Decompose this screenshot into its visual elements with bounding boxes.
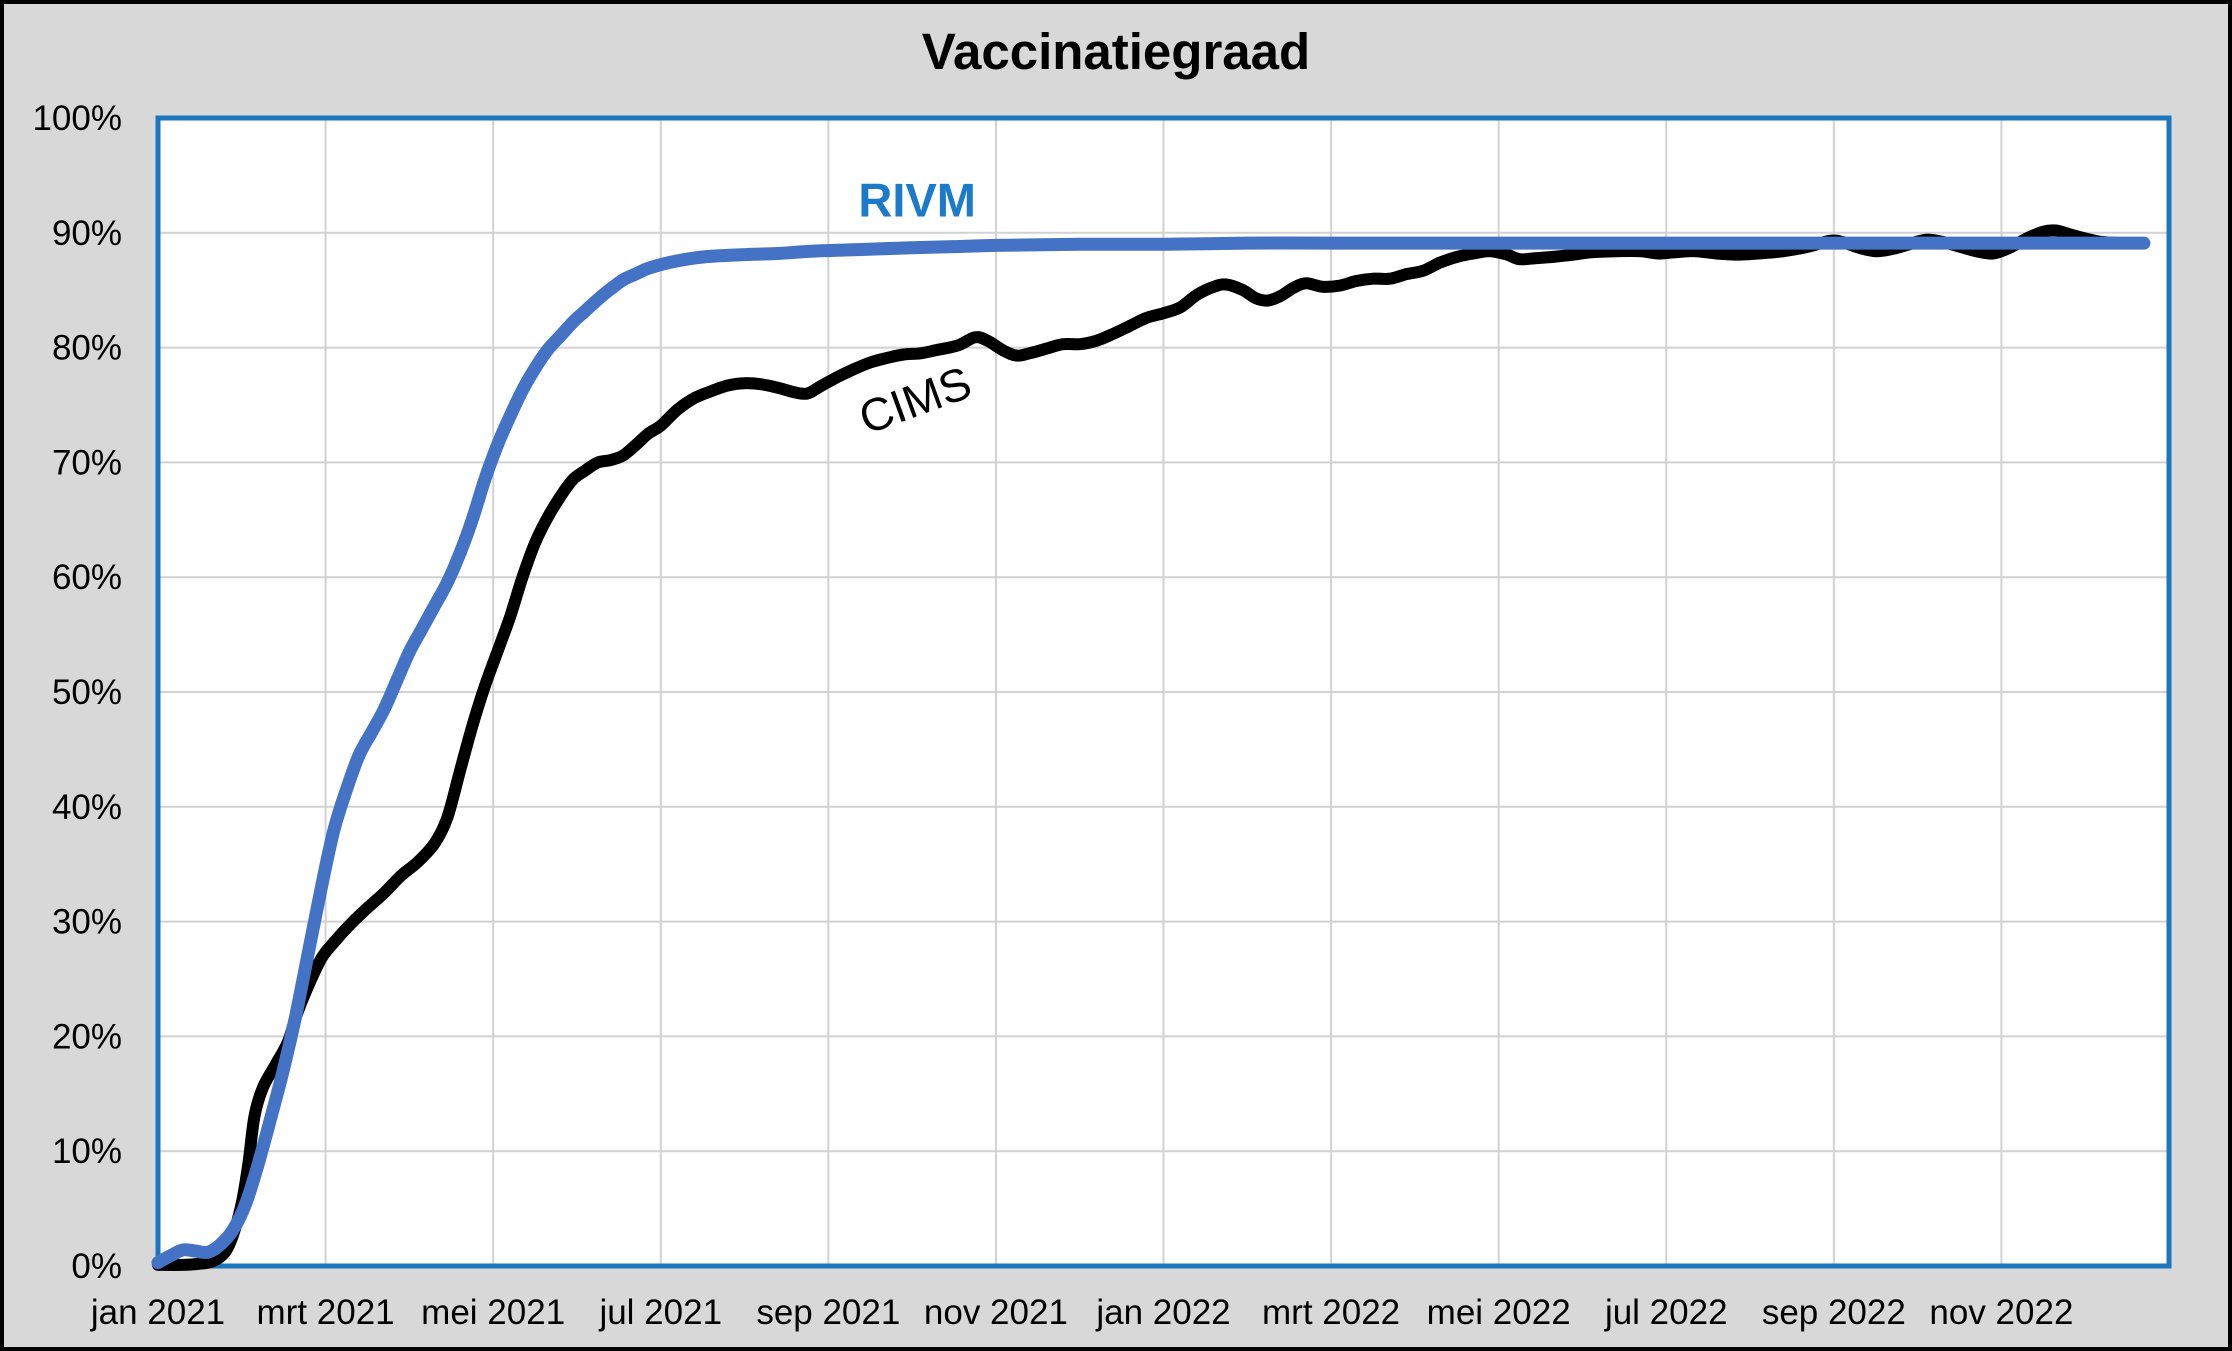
- y-tick-label: 60%: [52, 558, 122, 597]
- y-tick-label: 0%: [71, 1247, 122, 1286]
- y-tick-label: 90%: [52, 214, 122, 253]
- x-tick-label: mrt 2021: [257, 1293, 395, 1332]
- cims-line: [152, 224, 2150, 1271]
- y-tick-label: 70%: [52, 443, 122, 482]
- y-tick-label: 10%: [52, 1132, 122, 1171]
- x-tick-label: mei 2022: [1427, 1293, 1571, 1332]
- x-tick-label: sep 2022: [1762, 1293, 1906, 1332]
- y-tick-label: 100%: [32, 99, 122, 138]
- rivm-line: [151, 236, 2151, 1270]
- x-tick-label: sep 2021: [756, 1293, 900, 1332]
- x-tick-label: mrt 2022: [1262, 1293, 1400, 1332]
- y-tick-label: 30%: [52, 903, 122, 942]
- x-tick-label: jan 2021: [90, 1293, 225, 1332]
- y-tick-label: 20%: [52, 1017, 122, 1056]
- y-tick-label: 50%: [52, 673, 122, 712]
- x-tick-label: nov 2021: [924, 1293, 1068, 1332]
- plot-area: 0% 10% 20% 30% 40% 50% 60% 70% 80% 90% 100% jan 202…: [32, 99, 2172, 1332]
- x-tick-label: mei 2021: [421, 1293, 565, 1332]
- x-tick-label: jan 2022: [1095, 1293, 1230, 1332]
- plot-frame: [155, 115, 2172, 1269]
- rivm-series-label: RIVM: [858, 173, 976, 226]
- x-tick-label: nov 2022: [1929, 1293, 2073, 1332]
- y-tick-label: 40%: [52, 788, 122, 827]
- chart-title: Vaccinatiegraad: [921, 23, 1311, 80]
- x-tick-label: jul 2021: [598, 1293, 722, 1332]
- x-tick-label: jul 2022: [1604, 1293, 1728, 1332]
- y-tick-label: 80%: [52, 329, 122, 368]
